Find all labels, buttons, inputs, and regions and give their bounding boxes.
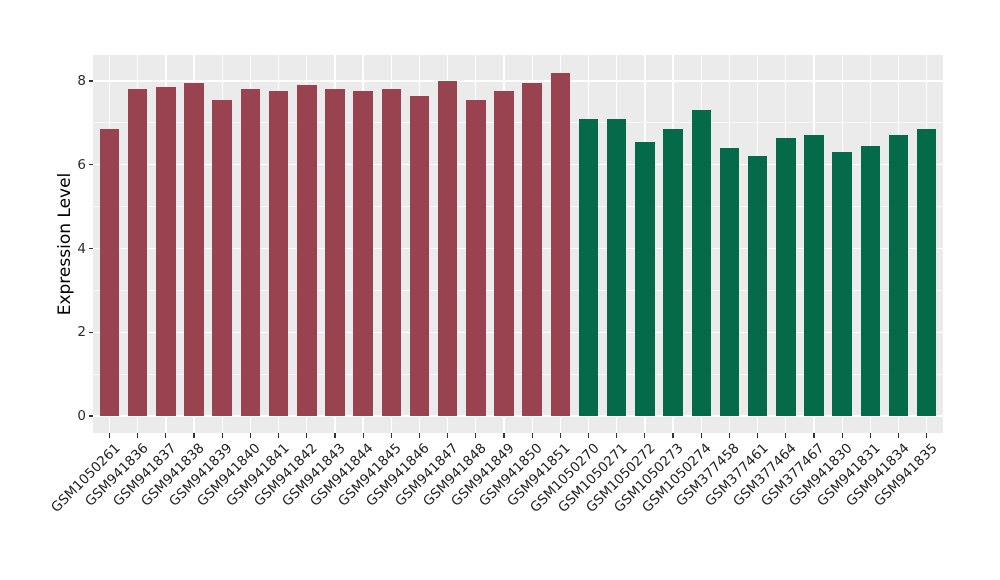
bar	[466, 99, 486, 416]
x-tick-mark	[221, 433, 223, 438]
y-tick-label: 4	[77, 240, 86, 257]
gridline-major	[93, 80, 943, 82]
bar	[691, 110, 711, 416]
bar	[888, 135, 909, 416]
bar	[184, 83, 204, 416]
bar	[325, 89, 345, 416]
bar	[606, 118, 627, 416]
x-tick-mark	[390, 433, 392, 438]
bar	[916, 129, 937, 416]
x-tick-mark	[841, 433, 843, 438]
x-tick-mark	[137, 433, 139, 438]
bar	[240, 89, 261, 416]
gridline-major	[93, 247, 943, 250]
bar	[719, 148, 740, 416]
x-tick-mark	[334, 433, 336, 438]
bar	[212, 99, 232, 416]
bar	[550, 72, 571, 416]
x-tick-mark	[108, 433, 111, 438]
x-tick-mark	[587, 433, 590, 438]
y-tick-label: 6	[77, 156, 86, 173]
x-tick-mark	[869, 433, 871, 438]
bar	[297, 85, 317, 416]
x-tick-mark	[785, 433, 787, 438]
bar	[127, 89, 148, 416]
x-tick-mark	[277, 433, 280, 438]
gridline-minor	[93, 206, 943, 208]
y-tick-mark	[88, 164, 93, 166]
x-tick-mark	[926, 433, 928, 438]
bar	[494, 91, 514, 416]
bar	[353, 91, 373, 416]
x-tick-mark	[897, 433, 900, 438]
bar	[381, 89, 402, 416]
x-tick-mark	[672, 433, 674, 438]
gridline-major	[93, 415, 943, 417]
x-tick-mark	[362, 433, 364, 438]
bar	[804, 135, 824, 416]
x-tick-mark	[700, 433, 702, 438]
bar	[268, 91, 289, 416]
bar	[860, 145, 881, 416]
x-tick-mark	[418, 433, 421, 438]
bar	[747, 156, 768, 416]
x-tick-mark	[559, 433, 561, 438]
bar	[409, 95, 430, 416]
bar	[156, 87, 176, 416]
x-tick-mark	[447, 433, 449, 438]
x-tick-mark	[249, 433, 251, 438]
gridline-major	[93, 331, 943, 333]
y-tick-mark	[88, 247, 93, 250]
y-tick-mark	[88, 80, 93, 82]
x-tick-mark	[193, 433, 195, 438]
x-tick-mark	[644, 433, 646, 438]
x-tick-mark	[757, 433, 759, 438]
y-tick-label: 2	[77, 324, 86, 341]
bar	[437, 81, 458, 416]
y-tick-mark	[88, 415, 93, 417]
y-tick-label: 8	[77, 73, 86, 89]
chart-panel	[93, 55, 943, 433]
x-tick-mark	[531, 433, 533, 438]
x-tick-mark	[306, 433, 308, 438]
bar	[522, 83, 542, 416]
y-tick-mark	[88, 331, 93, 333]
gridline-major	[93, 164, 943, 166]
gridline-minor	[93, 373, 943, 375]
bar	[635, 141, 655, 416]
x-tick-mark	[813, 433, 815, 438]
bar	[832, 152, 852, 416]
bar	[776, 137, 796, 416]
gridline-minor	[93, 289, 943, 291]
x-tick-mark	[165, 433, 167, 438]
x-tick-mark	[475, 433, 477, 438]
gridline-minor	[93, 122, 943, 124]
x-tick-mark	[616, 433, 618, 438]
x-tick-mark	[728, 433, 731, 438]
bar	[99, 129, 120, 416]
bar	[663, 129, 683, 416]
y-tick-label: 0	[77, 408, 86, 424]
x-tick-mark	[503, 433, 505, 438]
bar	[578, 118, 599, 416]
